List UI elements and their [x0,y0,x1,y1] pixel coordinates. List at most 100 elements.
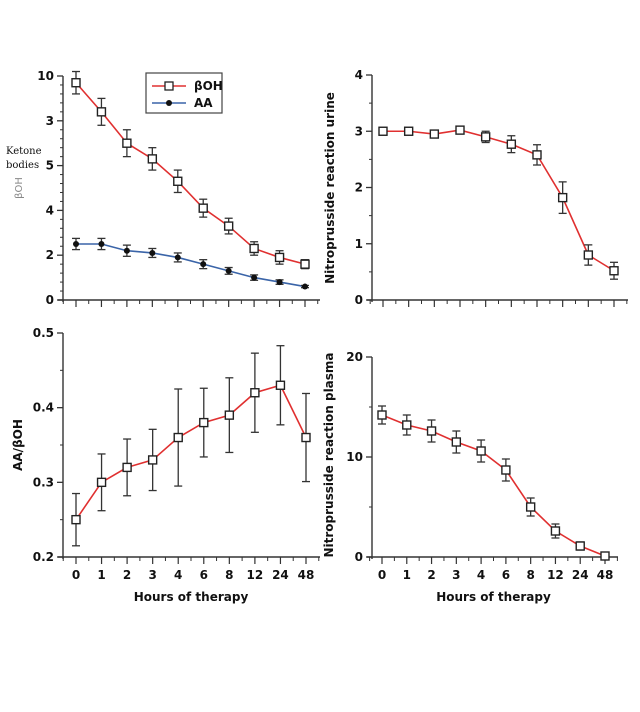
y-axis-title: AA/βOH [11,419,25,471]
x-tick-label: 3 [452,568,460,582]
data-point [480,132,491,142]
y-tick-label: 0.4 [33,401,54,415]
x-tick-label: 6 [502,568,510,582]
series-nitroprusside-urine [378,125,619,280]
data-point [71,514,81,525]
series-line [381,414,606,557]
y-tick-label: 0 [355,293,363,307]
data-point [550,526,561,536]
y-tick-label: 2 [355,181,363,195]
data-point [122,138,132,148]
data-point [301,432,311,443]
data-point [224,410,235,420]
data-point [249,243,259,254]
y-tick-label: 0.2 [33,550,54,564]
series-line [75,384,307,521]
data-point [300,259,310,269]
x-tick-label: 6 [200,568,208,582]
legend-box [145,72,223,114]
legend-marker [164,81,174,91]
y-tick-label: 10 [346,450,363,464]
x-tick-label: 4 [477,568,485,582]
data-point [402,420,412,430]
series-line [76,243,306,288]
y-tick-label: 2 [46,248,54,262]
y-tick-label: 0 [355,550,363,564]
data-point [98,241,105,247]
data-point [173,432,183,443]
data-point [149,249,156,256]
x-tick-label: 8 [225,568,233,582]
x-axis-title: Hours of therapy [134,590,249,604]
data-point [455,125,465,135]
data-point [532,150,542,160]
legend-label: AA [194,96,213,110]
data-point [525,502,536,512]
y-axis-title: Nitroprusside reaction plasma [322,352,336,557]
y-axis-title: βOH [14,177,25,199]
x-tick-label: 2 [123,568,131,582]
chart-panel-urine: 0 1 2 3 4 Nitroprusside reaction urine [323,68,628,307]
x-tick-label: 1 [97,568,105,582]
data-point [302,283,308,290]
data-point [198,203,208,213]
data-point [123,247,130,254]
side-note-text: bodies [6,160,39,171]
x-tick-label: 24 [272,568,289,582]
x-tick-label: 48 [298,568,315,582]
y-tick-label: 4 [355,68,363,82]
data-point [403,126,414,136]
data-point [122,462,132,473]
x-tick-label: 24 [572,568,589,582]
series--oh [71,70,310,270]
data-point [173,176,183,186]
x-tick-label: 8 [526,568,534,582]
data-point [251,274,258,281]
y-tick-label: 0.3 [33,475,54,489]
data-point [378,126,388,136]
data-point [377,410,387,420]
y-tick-label: 0.5 [33,326,54,340]
y-tick-label: 3 [355,124,363,138]
x-tick-label: 48 [597,568,614,582]
y-tick-label: 1 [355,237,363,251]
data-point [147,154,158,164]
data-point [276,279,283,286]
y-tick-label: 20 [346,350,363,364]
data-point [274,252,285,263]
data-point [506,139,517,149]
data-point [476,446,486,456]
data-point [200,261,207,268]
legend: βOH AA [145,72,223,114]
legend-label: βOH [194,79,223,93]
series-aa-oh [71,345,311,547]
y-tick-label: 5 [46,159,54,173]
data-point [96,477,107,488]
x-tick-label: 1 [403,568,411,582]
side-note-text: Ketone [6,146,42,157]
x-tick-label: 12 [247,568,264,582]
y-tick-label: 4 [46,203,54,217]
data-point [557,192,568,203]
data-point [600,551,610,561]
x-axis-title: Hours of therapy [436,590,551,604]
data-point [223,221,234,231]
data-point [501,465,511,475]
legend-marker [166,100,172,106]
data-point [174,254,181,261]
series-line [75,82,306,265]
x-tick-label: 4 [174,568,182,582]
y-tick-label: 3 [46,114,54,128]
data-point [73,241,79,247]
series-line [383,129,615,272]
x-tick-label: 0 [378,568,386,582]
data-point [429,129,440,139]
data-point [451,437,462,447]
data-point [426,426,437,436]
x-tick-label: 2 [427,568,435,582]
data-point [609,266,619,276]
data-point [199,417,209,428]
